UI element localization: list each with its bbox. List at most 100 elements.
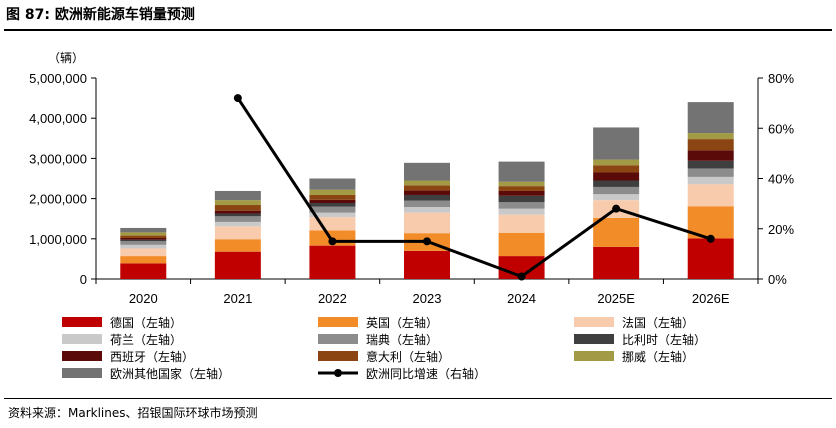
bar-segment [593, 165, 640, 173]
growth-point [517, 272, 526, 281]
bar-segment [593, 217, 640, 247]
bar-segment [214, 251, 261, 279]
bar-segment [498, 202, 545, 209]
bar-segment [687, 102, 734, 134]
title-rule [4, 29, 832, 31]
bar-segment [309, 189, 356, 195]
legend-label: 法国（左轴） [622, 315, 694, 330]
x-tick-label: 2024 [507, 291, 536, 306]
bar-segment [309, 178, 356, 190]
bar-segment [404, 162, 450, 181]
bar-segment [498, 214, 545, 233]
legend-label: 德国（左轴） [110, 315, 182, 330]
bar-segment [214, 213, 261, 217]
right-tick-label: 60% [768, 121, 794, 136]
source-rule [4, 398, 832, 399]
x-tick-label: 2021 [223, 291, 252, 306]
bar-segment [214, 221, 261, 227]
growth-point [612, 204, 621, 213]
bar-segment [498, 232, 545, 257]
bar-segment [593, 159, 640, 166]
right-tick-label: 40% [768, 172, 794, 187]
bar-segment [120, 232, 167, 236]
bar-segment [120, 263, 167, 279]
bar-segment [404, 185, 450, 191]
bar-segment [309, 203, 356, 207]
growth-point [233, 94, 242, 103]
x-tick-label: 2026E [692, 291, 730, 306]
bar-segment [214, 216, 261, 222]
left-tick-label: 2,000,000 [29, 192, 87, 207]
left-tick-label: 5,000,000 [29, 71, 87, 86]
bar-segment [214, 239, 261, 252]
legend-label: 荷兰（左轴） [110, 332, 182, 347]
bar-segment [120, 256, 167, 264]
bar-segment [498, 195, 545, 203]
bar-segment [593, 180, 640, 187]
legend-label: 西班牙（左轴） [110, 349, 194, 364]
legend-swatch [62, 317, 102, 327]
left-axis-unit-label: （辆） [48, 51, 84, 65]
legend-swatch [574, 334, 614, 344]
bar-segment [214, 226, 261, 240]
bar-segment [687, 184, 734, 207]
bar-segment [309, 206, 356, 213]
legend-label: 欧洲其他国家（左轴） [110, 366, 230, 381]
legend-swatch [62, 368, 102, 378]
legend-swatch [318, 334, 358, 344]
bar-segment [498, 186, 545, 191]
legend-swatch [574, 351, 614, 361]
bar-segment [687, 160, 734, 169]
legend-swatch [62, 351, 102, 361]
bar-segment [404, 212, 450, 234]
x-tick-label: 2020 [129, 291, 158, 306]
legend-label: 瑞典（左轴） [366, 332, 438, 347]
legend-label: 比利时（左轴） [622, 332, 706, 347]
bar-segment [498, 161, 545, 182]
legend-swatch [318, 351, 358, 361]
bar-segment [309, 194, 356, 200]
bar-segment [687, 238, 734, 279]
bar-segment [687, 150, 734, 161]
legend-line-marker [334, 369, 342, 377]
legend-swatch [318, 317, 358, 327]
bar-segment [309, 199, 356, 204]
figure-title: 图 87: 欧洲新能源车销量预测 [6, 7, 195, 23]
bar-segment [214, 190, 261, 201]
bar-segment [404, 190, 450, 195]
growth-line [236, 97, 712, 279]
bar-segment [214, 205, 261, 211]
bar-segment [687, 133, 734, 140]
bar-segment [593, 194, 640, 201]
bar-segment [687, 176, 734, 185]
bar-segment [309, 245, 356, 279]
bar-segment [593, 246, 640, 279]
bar-segment [120, 227, 167, 233]
legend-swatch [62, 334, 102, 344]
bar-segment [120, 244, 167, 249]
legend-swatch [574, 317, 614, 327]
legend-label: 意大利（左轴） [366, 349, 450, 364]
growth-point [423, 237, 431, 246]
x-tick-label: 2023 [413, 291, 442, 306]
left-tick-label: 4,000,000 [29, 111, 87, 126]
x-tick-label: 2022 [318, 291, 347, 306]
bar-segment [404, 250, 450, 279]
bar-segment [404, 180, 450, 186]
left-tick-label: 3,000,000 [29, 151, 87, 166]
legend-label: 挪威（左轴） [622, 349, 694, 364]
source-note: 资料来源：Marklines、招银国际环球市场预测 [8, 406, 258, 420]
legend-label: 英国（左轴） [366, 315, 438, 330]
bar-segment [687, 168, 734, 177]
bar-segment [404, 200, 450, 208]
bar-segment [309, 212, 356, 218]
legend: 德国（左轴） 英国（左轴） 法国（左轴） 荷兰（左轴） 瑞典（左轴） 比利时（左轴） 西班牙… [62, 315, 706, 381]
x-tick-label: 2025E [597, 291, 635, 306]
bar-segment [214, 210, 261, 214]
stacked-bar-line-chart: （辆） 0 1,000,000 2,000,000 3,000,000 4,000,00… [29, 51, 794, 381]
bar-segment [404, 194, 450, 201]
bar-segment [120, 237, 167, 240]
bar-segment [498, 190, 545, 196]
right-tick-label: 0% [768, 272, 787, 287]
left-tick-label: 1,000,000 [29, 232, 87, 247]
